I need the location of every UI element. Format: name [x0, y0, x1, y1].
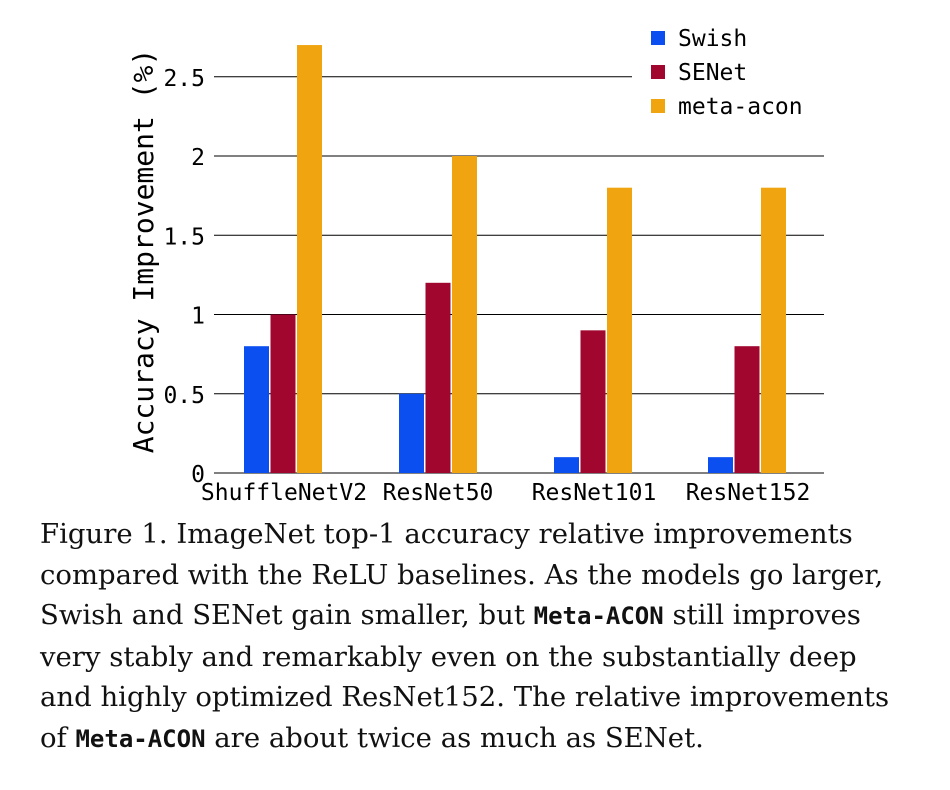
caption-line: very stably and remarkably even on the s…	[40, 640, 857, 673]
caption-line: Swish and SENet gain smaller, but Meta-A…	[40, 595, 918, 637]
legend-label: SENet	[678, 60, 747, 86]
x-tick-label: ResNet50	[383, 480, 494, 506]
legend: Swish SENet meta-acon	[632, 18, 827, 128]
caption-code: Meta-ACON	[75, 724, 206, 753]
x-tick-label: ResNet152	[686, 480, 811, 506]
caption-line: and highly optimized ResNet152. The rela…	[40, 681, 890, 713]
caption-code: Meta-ACON	[533, 602, 664, 630]
caption-text: Swish and SENet gain smaller, but	[40, 599, 534, 631]
y-tick-label: 1.5	[163, 224, 205, 250]
bar-meta-acon-resnet152	[761, 187, 786, 473]
y-tick-label: 0	[191, 462, 205, 488]
bar-swish-resnet101	[554, 457, 579, 473]
x-tick-label: ResNet101	[532, 480, 657, 506]
legend-swatch	[651, 31, 665, 45]
bar-swish-resnet50	[399, 393, 424, 473]
caption-text: still improves	[663, 599, 861, 631]
caption-line: Figure 1. ImageNet top-1 accuracy relati…	[40, 518, 853, 550]
y-tick-label: 2	[191, 145, 205, 171]
x-tick-label: ShuffleNetV2	[201, 480, 367, 506]
bar-senet-resnet152	[734, 346, 760, 473]
bar-senet-shufflenetv2	[270, 314, 296, 473]
figure-caption: Figure 1. ImageNet top-1 accuracy relati…	[40, 514, 918, 759]
legend-label: Swish	[678, 26, 747, 52]
y-tick-label: 1	[191, 304, 205, 330]
bar-meta-acon-resnet50	[452, 156, 477, 473]
bars	[244, 45, 786, 474]
bar-senet-resnet101	[580, 330, 606, 473]
caption-text: of	[40, 721, 76, 754]
legend-label: meta-acon	[678, 94, 803, 120]
y-tick-labels: 0 0.5 1 1.5 2 2.5	[163, 66, 205, 488]
bar-chart: 0 0.5 1 1.5 2 2.5 ShuffleNetV2 ResNet50 ResNet1…	[127, 18, 827, 506]
x-tick-labels: ShuffleNetV2 ResNet50 ResNet101 ResNet152	[201, 480, 810, 506]
caption-line: of Meta-ACON are about twice as much as …	[40, 718, 918, 760]
legend-swatch	[651, 99, 665, 113]
y-tick-label: 0.5	[163, 383, 205, 409]
bar-swish-resnet152	[708, 457, 733, 473]
y-axis-label: Accuracy Improvement (%)	[127, 49, 160, 454]
caption-text: are about twice as much as SENet.	[205, 721, 704, 754]
bar-senet-resnet50	[425, 282, 451, 473]
bar-meta-acon-resnet101	[607, 187, 632, 473]
bar-swish-shufflenetv2	[244, 346, 269, 473]
caption-line: compared with the ReLU baselines. As the…	[40, 558, 884, 591]
y-tick-label: 2.5	[163, 66, 205, 92]
bar-meta-acon-shufflenetv2	[297, 45, 322, 474]
legend-swatch	[651, 65, 665, 79]
